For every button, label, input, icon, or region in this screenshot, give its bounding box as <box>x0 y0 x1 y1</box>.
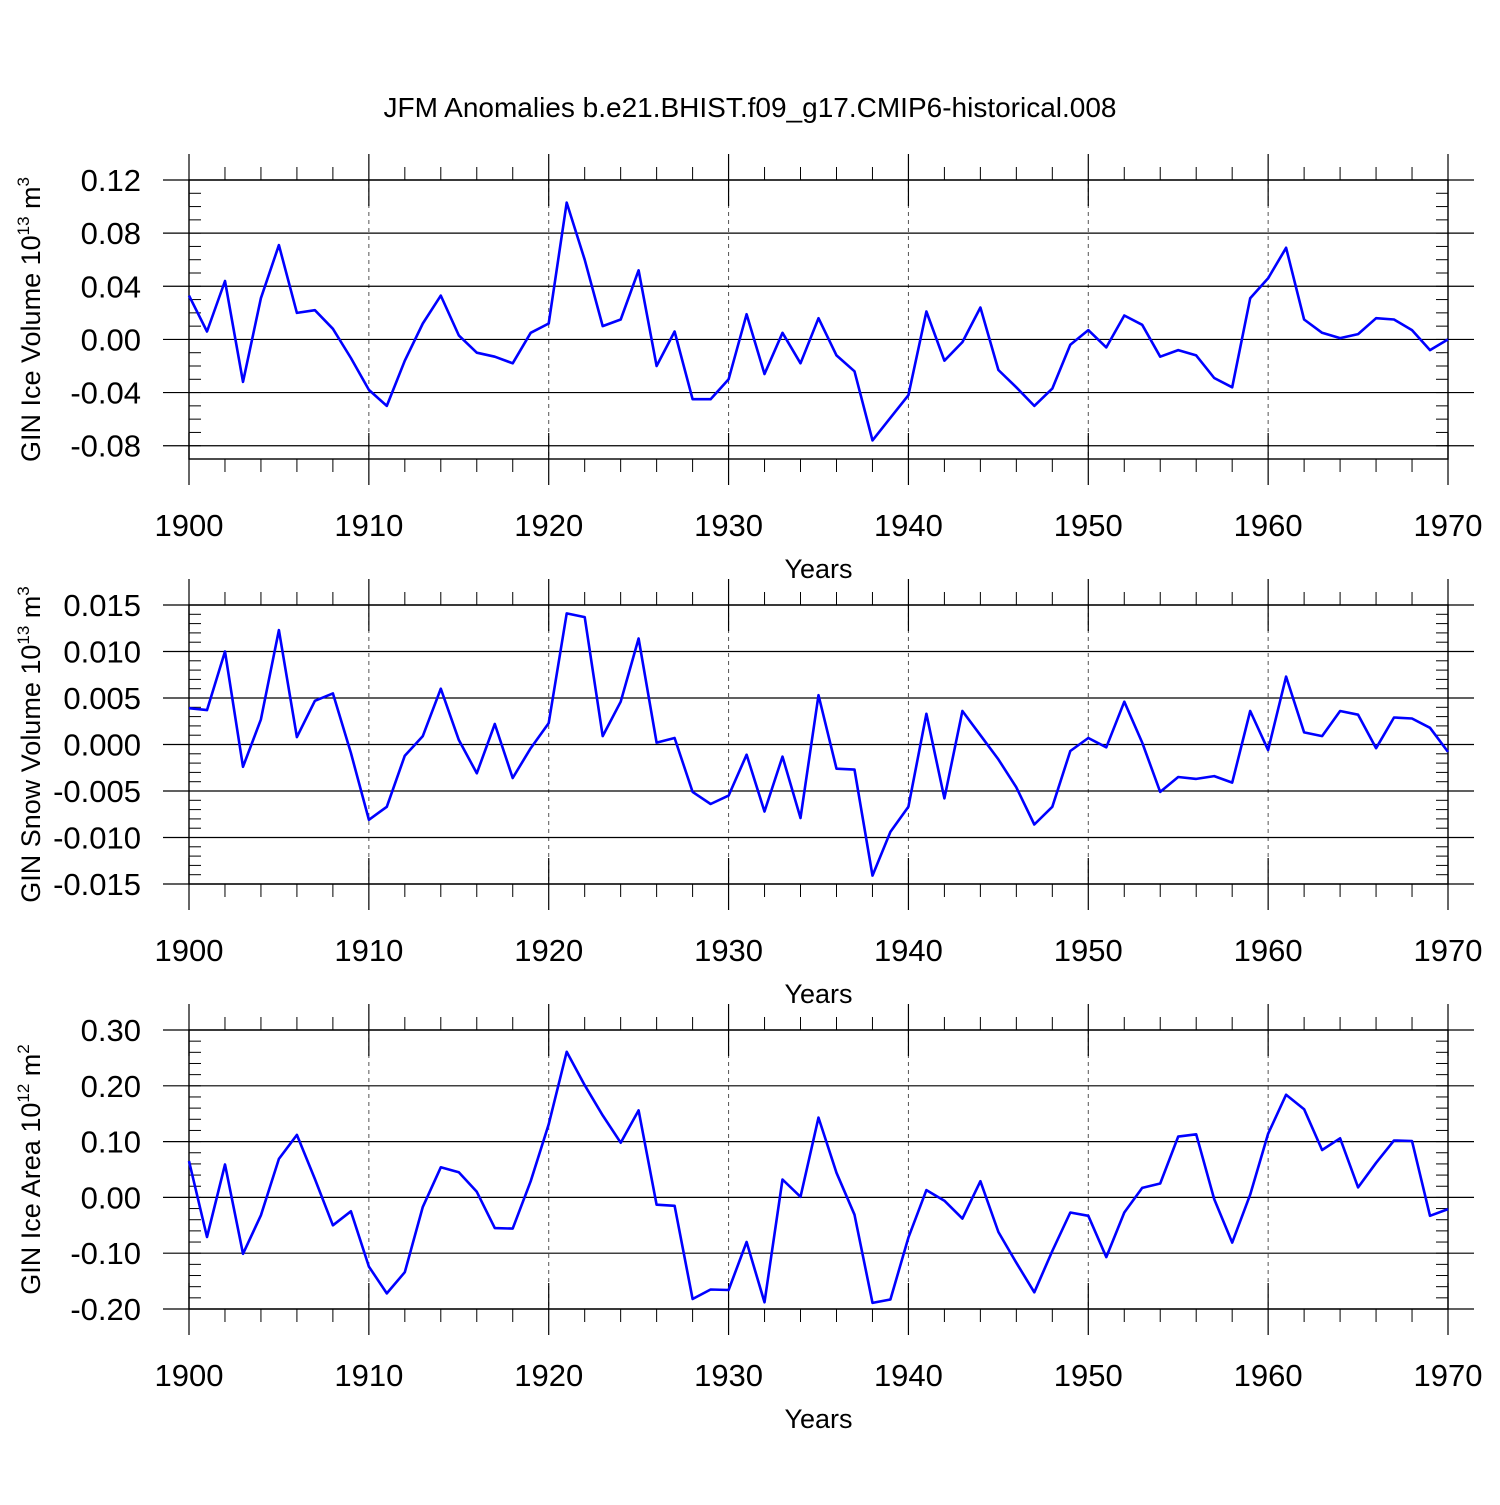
panel-1-ylabel-unit-exp: 3 <box>14 177 33 186</box>
panel-1-xtick-label: 1930 <box>694 508 763 543</box>
panel-3-ytick-label: 0.10 <box>81 1125 141 1160</box>
panel-2-ytick-label: 0.000 <box>63 728 141 763</box>
panel-2-ytick-label: -0.010 <box>53 821 141 856</box>
panel-1-ylabel: GIN Ice Volume 1013 m3 <box>14 177 46 462</box>
panel-2-frame <box>188 604 1449 885</box>
panel-3-ytick-label: 0.30 <box>81 1013 141 1048</box>
panel-2-ytick-label: 0.010 <box>63 635 141 670</box>
panel-2-xtick-label: 1960 <box>1234 933 1303 968</box>
panel-1-chart: -0.08 -0.04 0.00 0.04 0.08 0.12 1900 1910 1920 19… <box>14 154 1482 584</box>
panel-2-chart: -0.015 -0.010 -0.005 0.000 0.005 0.010 0.015 19… <box>14 579 1482 1009</box>
panel-3-series-line <box>187 1050 1449 1305</box>
figure-title: JFM Anomalies b.e21.BHIST.f09_g17.CMIP6-… <box>383 92 1116 123</box>
panel-3-ylabel-exp: 12 <box>14 1084 33 1103</box>
panel-2-ylabel-exp: 13 <box>14 626 33 645</box>
panel-3-xtick-label: 1940 <box>874 1358 943 1393</box>
panel-1-xtick-label: 1920 <box>514 508 583 543</box>
panel-1-xtick-label: 1960 <box>1234 508 1303 543</box>
panel-3-ylabel-unit-exp: 2 <box>14 1044 33 1053</box>
panel-2-xlabel: Years <box>784 979 852 1009</box>
panel-1-ytick-label: -0.08 <box>70 429 141 464</box>
panel-2-series-line <box>188 612 1450 877</box>
panel-3-xtick-label: 1950 <box>1054 1358 1123 1393</box>
panel-2-ylabel-unit-exp: 3 <box>14 586 33 595</box>
panel-2-ytick-label: -0.005 <box>53 774 141 809</box>
panel-2-xtick-label: 1920 <box>514 933 583 968</box>
panel-3-ytick-label: -0.20 <box>70 1292 141 1327</box>
panel-3-ylabel-unit: m <box>16 1054 46 1084</box>
panel-3-xtick-label: 1920 <box>514 1358 583 1393</box>
panel-3-ytick-label: 0.20 <box>81 1069 141 1104</box>
panel-2-xtick-label: 1950 <box>1054 933 1123 968</box>
panel-1-xtick-label: 1900 <box>155 508 224 543</box>
panel-1-ytick-label: 0.04 <box>81 269 141 304</box>
panel-1-xtick-label: 1950 <box>1054 508 1123 543</box>
panel-2-ytick-label: 0.005 <box>63 681 141 716</box>
panel-3-xlabel: Years <box>784 1404 852 1434</box>
panel-2-xtick-label: 1970 <box>1414 933 1483 968</box>
panel-3-xtick-label: 1970 <box>1414 1358 1483 1393</box>
panel-2-xtick-label: 1900 <box>155 933 224 968</box>
panel-1-frame <box>188 179 1449 460</box>
panel-3-chart: -0.20 -0.10 0.00 0.10 0.20 0.30 1900 1910 1920 19… <box>14 1004 1482 1434</box>
panel-2-ytick-label: 0.015 <box>63 588 141 623</box>
panel-1-xtick-label: 1940 <box>874 508 943 543</box>
panel-1-series-line <box>187 201 1449 442</box>
panel-1-ytick-label: 0.08 <box>81 216 141 251</box>
panel-1-ytick-label: 0.00 <box>81 322 141 357</box>
panel-1-ylabel-unit: m <box>16 186 46 216</box>
panel-3-ylabel: GIN Ice Area 1012 m2 <box>14 1044 46 1295</box>
panel-2-xtick-label: 1930 <box>694 933 763 968</box>
panel-1-xlabel: Years <box>784 554 852 584</box>
panel-3-xtick-label: 1960 <box>1234 1358 1303 1393</box>
panel-1-ytick-label: -0.04 <box>70 376 141 411</box>
panel-2-ytick-label: -0.015 <box>53 867 141 902</box>
panel-3-ytick-label: 0.00 <box>81 1180 141 1215</box>
panel-3-xtick-label: 1900 <box>155 1358 224 1393</box>
panel-1-ylabel-exp: 13 <box>14 216 33 235</box>
panel-3-ylabel: GIN Ice Area 10 <box>16 1103 46 1295</box>
panel-2-ylabel: GIN Snow Volume 10 <box>16 645 46 903</box>
panel-1-ytick-label: 0.12 <box>81 163 141 198</box>
panel-2-xtick-label: 1940 <box>874 933 943 968</box>
panel-3-xtick-label: 1930 <box>694 1358 763 1393</box>
panel-2-ylabel: GIN Snow Volume 1013 m3 <box>14 586 46 903</box>
panel-3-frame <box>188 1029 1449 1310</box>
panel-1-ylabel: GIN Ice Volume 10 <box>16 235 46 462</box>
panel-1-xtick-label: 1970 <box>1414 508 1483 543</box>
panel-3-xtick-label: 1910 <box>334 1358 403 1393</box>
panel-3-ytick-label: -0.10 <box>70 1236 141 1271</box>
panel-2-xtick-label: 1910 <box>334 933 403 968</box>
panel-1-xtick-label: 1910 <box>334 508 403 543</box>
panel-2-ylabel-unit: m <box>16 596 46 626</box>
